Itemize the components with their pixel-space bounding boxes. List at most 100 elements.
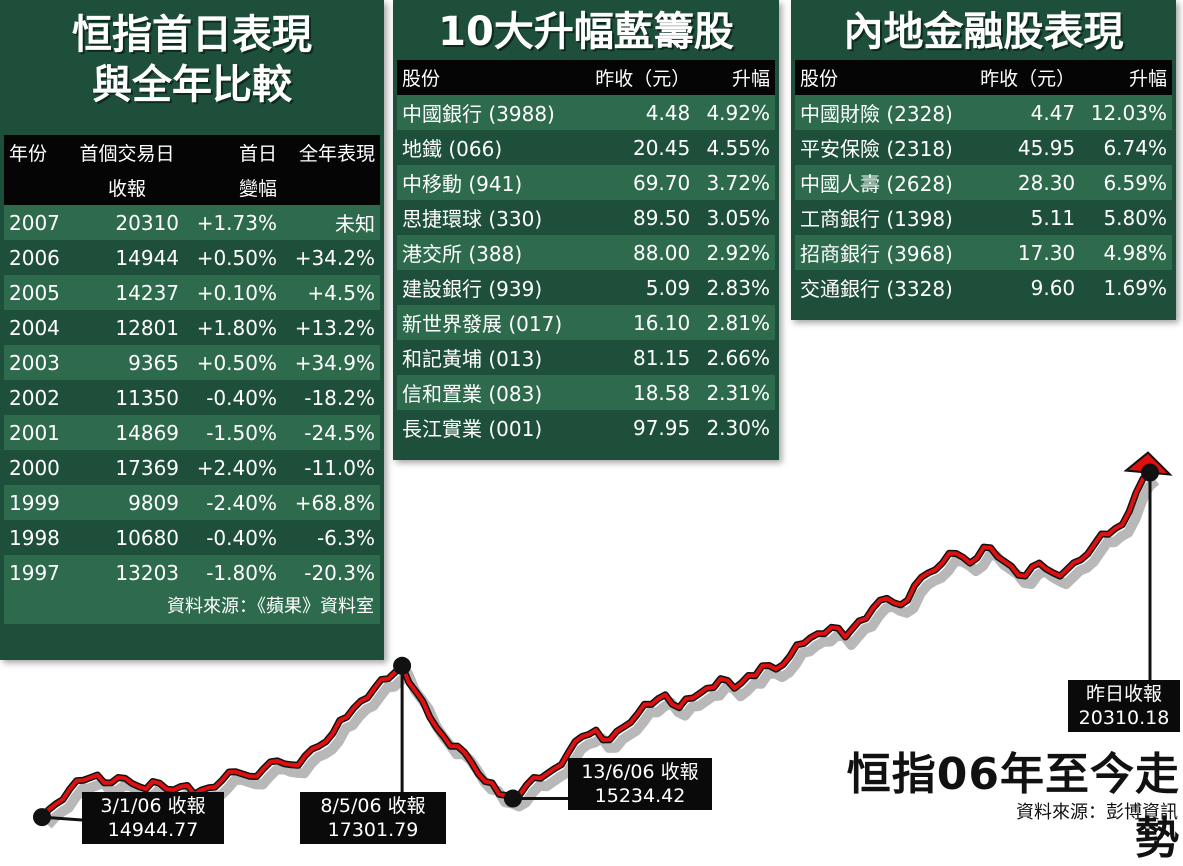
first-day-row: 1998 10680 -0.40% -6.3% [4, 520, 380, 555]
first-day-row: 2001 14869 -1.50% -24.5% [4, 415, 380, 450]
mainland-row: 中國人壽 (2628) 28.30 6.59% [795, 165, 1172, 200]
top-gainers-cell: 3.72% [695, 165, 775, 200]
top-gainers-cell: 5.09 [581, 270, 696, 305]
first-day-row: 2004 12801 +1.80% +13.2% [4, 310, 380, 345]
top-gainers-cell: 2.31% [695, 375, 775, 410]
col-gain: 升幅 [1080, 60, 1172, 95]
top-gainers-rows: 中國銀行 (3988) 4.48 4.92% 地鐵 (066) 20.45 4.55% 中移… [397, 95, 775, 445]
mainland-cell: 4.98% [1080, 235, 1172, 270]
first-day-cell: 9809 [70, 485, 185, 520]
first-day-table-wrapper: 年份 首個交易日 首日 全年表現 收報 變幅 2007 20310 +1.73% 未知… [4, 135, 380, 624]
first-day-row: 1999 9809 -2.40% +68.8% [4, 485, 380, 520]
mainland-cell: 5.80% [1080, 200, 1172, 235]
top-gainers-cell: 69.70 [581, 165, 696, 200]
first-day-row: 2000 17369 +2.40% -11.0% [4, 450, 380, 485]
mainland-cell: 5.11 [968, 200, 1081, 235]
first-day-cell: +13.2% [281, 310, 380, 345]
mainland-row: 交通銀行 (3328) 9.60 1.69% [795, 270, 1172, 305]
first-day-cell: +1.73% [184, 205, 282, 240]
top-gainers-row: 建設銀行 (939) 5.09 2.83% [397, 270, 775, 305]
col-year: 年份 [4, 135, 71, 170]
top-gainers-cell: 建設銀行 (939) [397, 270, 582, 305]
first-day-cell: +68.8% [281, 485, 380, 520]
anno-latest-value: 20310.18 [1078, 707, 1170, 729]
mainland-cell: 中國人壽 (2628) [795, 165, 969, 200]
first-day-cell: +0.50% [184, 240, 282, 275]
first-day-cell: 未知 [281, 205, 380, 240]
mainland-cell: 9.60 [968, 270, 1081, 305]
first-day-row: 2003 9365 +0.50% +34.9% [4, 345, 380, 380]
top-gainers-title: 10大升幅藍籌股 [438, 9, 734, 55]
top-gainers-cell: 16.10 [581, 305, 696, 340]
mainland-rows: 中國財險 (2328) 4.47 12.03% 平安保險 (2318) 45.95 6.7… [795, 95, 1172, 305]
mainland-cell: 4.47 [968, 95, 1081, 130]
top-gainers-row: 中移動 (941) 69.70 3.72% [397, 165, 775, 200]
top-gainers-cell: 港交所 (388) [397, 235, 582, 270]
anno-marker [1141, 463, 1159, 482]
anno-start-label: 3/1/06 收報 14944.77 [82, 792, 224, 844]
first-day-title-line1: 恒指首日表現 [72, 12, 312, 58]
anno-marker [393, 656, 412, 675]
mainland-table-wrapper: 股份 昨收（元） 升幅 中國財險 (2328) 4.47 12.03% 平安保險 (2… [795, 60, 1172, 305]
first-day-cell: +4.5% [281, 275, 380, 310]
first-day-cell: 10680 [70, 520, 185, 555]
top-gainers-cell: 中國銀行 (3988) [397, 95, 582, 130]
first-day-cell: +0.50% [184, 345, 282, 380]
top-gainers-row: 和記黃埔 (013) 81.15 2.66% [397, 340, 775, 375]
col-full-year-sub [281, 170, 380, 205]
top-gainers-table: 股份 昨收（元） 升幅 中國銀行 (3988) 4.48 4.92% 地鐵 (066)… [397, 60, 775, 445]
top-gainers-cell: 2.30% [695, 410, 775, 445]
first-day-cell: 2006 [4, 240, 71, 275]
col-stock: 股份 [795, 60, 969, 95]
first-day-row: 1997 13203 -1.80% -20.3% [4, 555, 380, 590]
col-gain: 升幅 [695, 60, 775, 95]
top-gainers-row: 新世界發展 (017) 16.10 2.81% [397, 305, 775, 340]
first-day-cell: -1.50% [184, 415, 282, 450]
top-gainers-cell: 思捷環球 (330) [397, 200, 582, 235]
top-gainers-cell: 3.05% [695, 200, 775, 235]
top-gainers-cell: 20.45 [581, 130, 696, 165]
top-gainers-row: 信和置業 (083) 18.58 2.31% [397, 375, 775, 410]
anno-peak-label: 8/5/06 收報 17301.79 [300, 792, 446, 844]
first-day-cell: 1998 [4, 520, 71, 555]
first-day-cell: 9365 [70, 345, 185, 380]
first-day-cell: -18.2% [281, 380, 380, 415]
anno-low-value: 15234.42 [594, 785, 686, 807]
first-day-cell: +2.40% [184, 450, 282, 485]
first-day-source: 資料來源：《蘋果》資料室 [4, 590, 380, 624]
first-day-cell: 14944 [70, 240, 185, 275]
first-day-cell: 2002 [4, 380, 71, 415]
top-gainers-row: 港交所 (388) 88.00 2.92% [397, 235, 775, 270]
mainland-row: 平安保險 (2318) 45.95 6.74% [795, 130, 1172, 165]
first-day-cell: -1.80% [184, 555, 282, 590]
top-gainers-cell: 新世界發展 (017) [397, 305, 582, 340]
first-day-table: 年份 首個交易日 首日 全年表現 收報 變幅 2007 20310 +1.73% 未知… [4, 135, 380, 590]
top-gainers-row: 地鐵 (066) 20.45 4.55% [397, 130, 775, 165]
first-day-cell: 1999 [4, 485, 71, 520]
first-day-cell: 13203 [70, 555, 185, 590]
top-gainers-cell: 2.81% [695, 305, 775, 340]
first-day-cell: -11.0% [281, 450, 380, 485]
first-day-cell: +0.10% [184, 275, 282, 310]
first-day-cell: 2001 [4, 415, 71, 450]
top-gainers-row: 長江實業 (001) 97.95 2.30% [397, 410, 775, 445]
col-first-day-change-sub: 變幅 [184, 170, 282, 205]
first-day-row: 2002 11350 -0.40% -18.2% [4, 380, 380, 415]
top-gainers-cell: 4.55% [695, 130, 775, 165]
mainland-cell: 工商銀行 (1398) [795, 200, 969, 235]
top-gainers-cell: 2.92% [695, 235, 775, 270]
col-first-day-change: 首日 [184, 135, 282, 170]
anno-start-value: 14944.77 [107, 819, 199, 841]
col-first-day-close: 首個交易日 [70, 135, 185, 170]
first-day-cell: 2003 [4, 345, 71, 380]
first-day-cell: 2007 [4, 205, 71, 240]
col-first-day-close-sub: 收報 [70, 170, 185, 205]
first-day-cell: 17369 [70, 450, 185, 485]
first-day-cell: 14869 [70, 415, 185, 450]
anno-marker [33, 808, 51, 827]
mainland-financials-panel: 內地金融股表現 股份 昨收（元） 升幅 中國財險 (2328) 4.47 12.03… [791, 0, 1176, 320]
first-day-cell: +34.9% [281, 345, 380, 380]
first-day-cell: -20.3% [281, 555, 380, 590]
first-day-cell: 14237 [70, 275, 185, 310]
first-day-cell: -0.40% [184, 520, 282, 555]
